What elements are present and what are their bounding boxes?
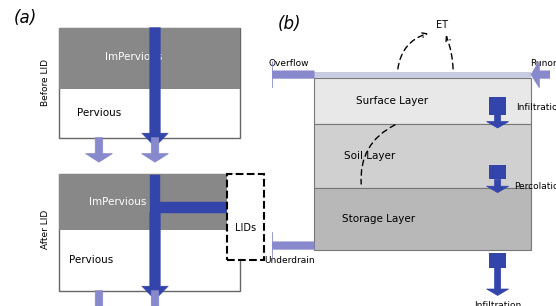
Polygon shape (142, 213, 168, 300)
Text: Storage Layer: Storage Layer (341, 214, 415, 224)
Text: Infiltration: Infiltration (516, 103, 556, 112)
Text: ImPervious: ImPervious (105, 52, 162, 62)
Text: Soil Layer: Soil Layer (344, 151, 395, 161)
FancyBboxPatch shape (489, 97, 506, 115)
Text: After LID: After LID (41, 210, 50, 249)
Text: Pervious: Pervious (69, 255, 113, 265)
Polygon shape (150, 175, 227, 213)
Polygon shape (264, 61, 314, 88)
FancyBboxPatch shape (59, 28, 240, 138)
Text: ET: ET (436, 20, 448, 30)
Polygon shape (86, 138, 112, 162)
Polygon shape (531, 61, 556, 88)
Polygon shape (142, 28, 168, 147)
Polygon shape (142, 138, 168, 162)
Polygon shape (142, 291, 168, 306)
Text: Runon: Runon (530, 59, 556, 68)
Polygon shape (486, 179, 509, 193)
FancyBboxPatch shape (59, 174, 240, 230)
FancyBboxPatch shape (314, 188, 531, 250)
FancyBboxPatch shape (489, 165, 506, 179)
FancyBboxPatch shape (227, 174, 265, 260)
FancyBboxPatch shape (59, 174, 240, 291)
Text: LIDs: LIDs (235, 223, 256, 233)
Polygon shape (486, 267, 509, 296)
Text: Pervious: Pervious (77, 108, 121, 118)
Text: Overflow: Overflow (269, 59, 309, 68)
Polygon shape (227, 191, 242, 223)
Text: Before LID: Before LID (41, 59, 50, 106)
Polygon shape (86, 291, 112, 306)
Text: Underdrain: Underdrain (264, 256, 315, 265)
Text: (a): (a) (13, 9, 37, 27)
Polygon shape (264, 232, 314, 259)
FancyBboxPatch shape (59, 28, 240, 89)
FancyBboxPatch shape (314, 78, 531, 124)
Text: ImPervious: ImPervious (89, 197, 146, 207)
Text: Infiltration: Infiltration (474, 301, 521, 306)
FancyBboxPatch shape (314, 124, 531, 188)
Polygon shape (486, 115, 509, 128)
Text: Percolation: Percolation (514, 182, 556, 191)
Text: (b): (b) (278, 15, 301, 33)
FancyBboxPatch shape (314, 72, 531, 78)
FancyBboxPatch shape (489, 253, 506, 267)
Text: Surface Layer: Surface Layer (356, 96, 428, 106)
